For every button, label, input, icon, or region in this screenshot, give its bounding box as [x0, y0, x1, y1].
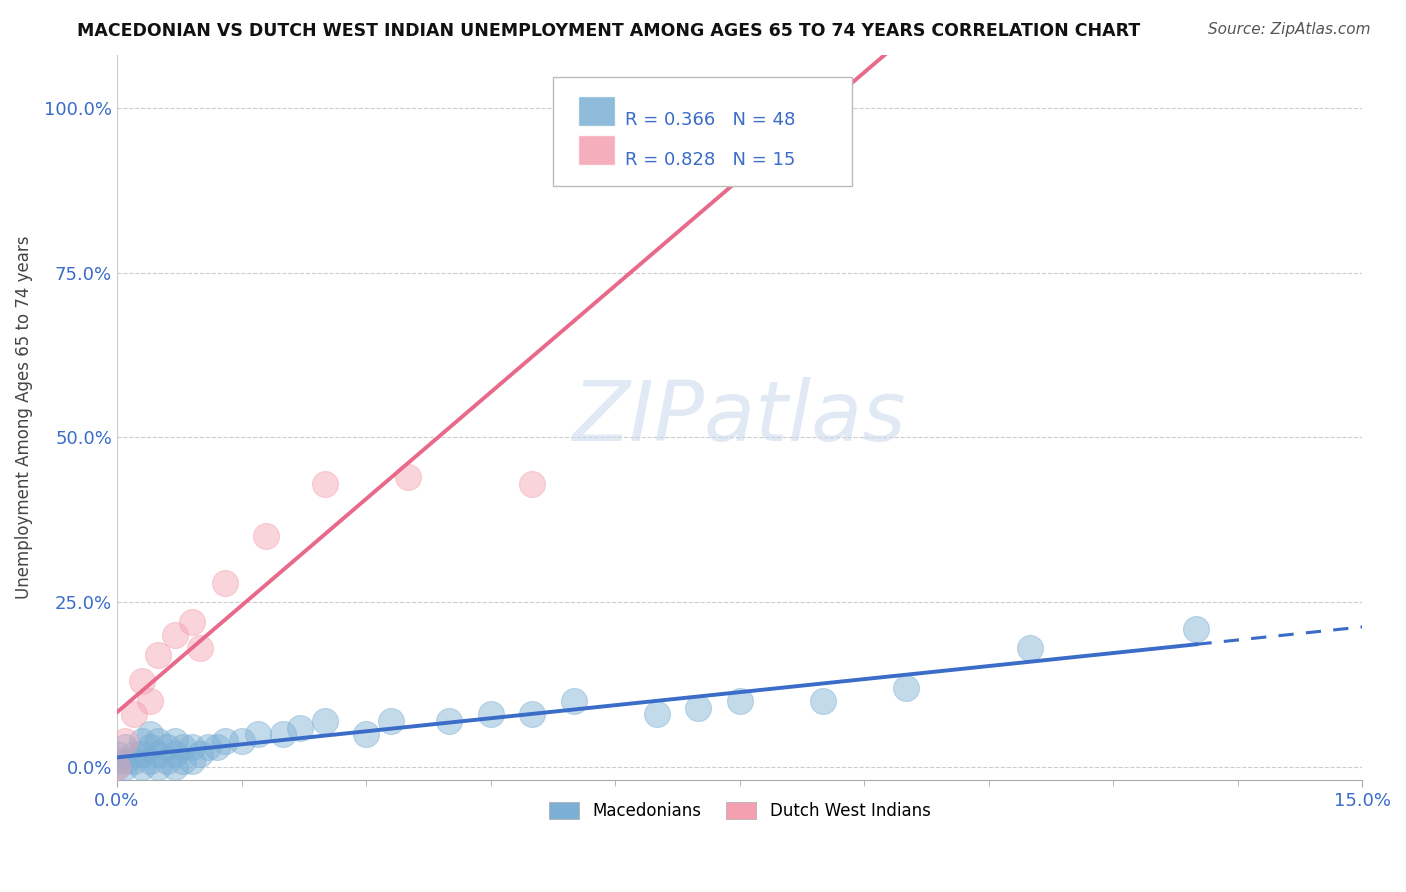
- Point: [811, 694, 834, 708]
- Text: MACEDONIAN VS DUTCH WEST INDIAN UNEMPLOYMENT AMONG AGES 65 TO 74 YEARS CORRELATI: MACEDONIAN VS DUTCH WEST INDIAN UNEMPLOY…: [77, 22, 1140, 40]
- Point: [314, 476, 336, 491]
- Point: [131, 674, 153, 689]
- Point: [520, 707, 543, 722]
- Point: [479, 707, 502, 722]
- Point: [688, 700, 710, 714]
- Point: [645, 707, 668, 722]
- Text: R = 0.366   N = 48: R = 0.366 N = 48: [626, 111, 796, 129]
- Point: [105, 754, 128, 768]
- Point: [254, 529, 277, 543]
- Point: [131, 733, 153, 747]
- Point: [180, 740, 202, 755]
- Point: [214, 733, 236, 747]
- Point: [380, 714, 402, 728]
- Point: [156, 740, 179, 755]
- Point: [114, 740, 136, 755]
- Point: [354, 727, 377, 741]
- Point: [728, 120, 751, 135]
- Point: [139, 694, 162, 708]
- Text: ZIPatlas: ZIPatlas: [572, 377, 907, 458]
- Point: [165, 747, 187, 761]
- FancyBboxPatch shape: [553, 77, 852, 186]
- Text: R = 0.828   N = 15: R = 0.828 N = 15: [626, 151, 796, 169]
- Point: [122, 747, 145, 761]
- Point: [165, 760, 187, 774]
- Point: [105, 747, 128, 761]
- Legend: Macedonians, Dutch West Indians: Macedonians, Dutch West Indians: [543, 795, 938, 826]
- FancyBboxPatch shape: [578, 95, 616, 126]
- Point: [396, 470, 419, 484]
- Point: [122, 707, 145, 722]
- Point: [520, 476, 543, 491]
- Point: [172, 754, 194, 768]
- Point: [231, 733, 253, 747]
- Text: Source: ZipAtlas.com: Source: ZipAtlas.com: [1208, 22, 1371, 37]
- Point: [139, 754, 162, 768]
- Point: [148, 760, 170, 774]
- Point: [172, 740, 194, 755]
- Point: [165, 733, 187, 747]
- Point: [156, 754, 179, 768]
- Point: [1185, 622, 1208, 636]
- Point: [437, 714, 460, 728]
- Point: [180, 615, 202, 629]
- Point: [114, 733, 136, 747]
- Point: [114, 754, 136, 768]
- Point: [148, 747, 170, 761]
- Point: [131, 747, 153, 761]
- Point: [247, 727, 270, 741]
- Point: [562, 694, 585, 708]
- Point: [148, 733, 170, 747]
- FancyBboxPatch shape: [578, 135, 616, 165]
- Point: [139, 727, 162, 741]
- Point: [105, 760, 128, 774]
- Point: [180, 754, 202, 768]
- Point: [188, 641, 211, 656]
- Point: [148, 648, 170, 662]
- Point: [131, 760, 153, 774]
- Point: [197, 740, 219, 755]
- Point: [188, 747, 211, 761]
- Point: [894, 681, 917, 695]
- Y-axis label: Unemployment Among Ages 65 to 74 years: Unemployment Among Ages 65 to 74 years: [15, 236, 32, 599]
- Point: [205, 740, 228, 755]
- Point: [214, 575, 236, 590]
- Point: [114, 760, 136, 774]
- Point: [288, 721, 311, 735]
- Point: [105, 760, 128, 774]
- Point: [314, 714, 336, 728]
- Point: [1019, 641, 1042, 656]
- Point: [165, 628, 187, 642]
- Point: [728, 694, 751, 708]
- Point: [122, 754, 145, 768]
- Point: [271, 727, 294, 741]
- Point: [139, 740, 162, 755]
